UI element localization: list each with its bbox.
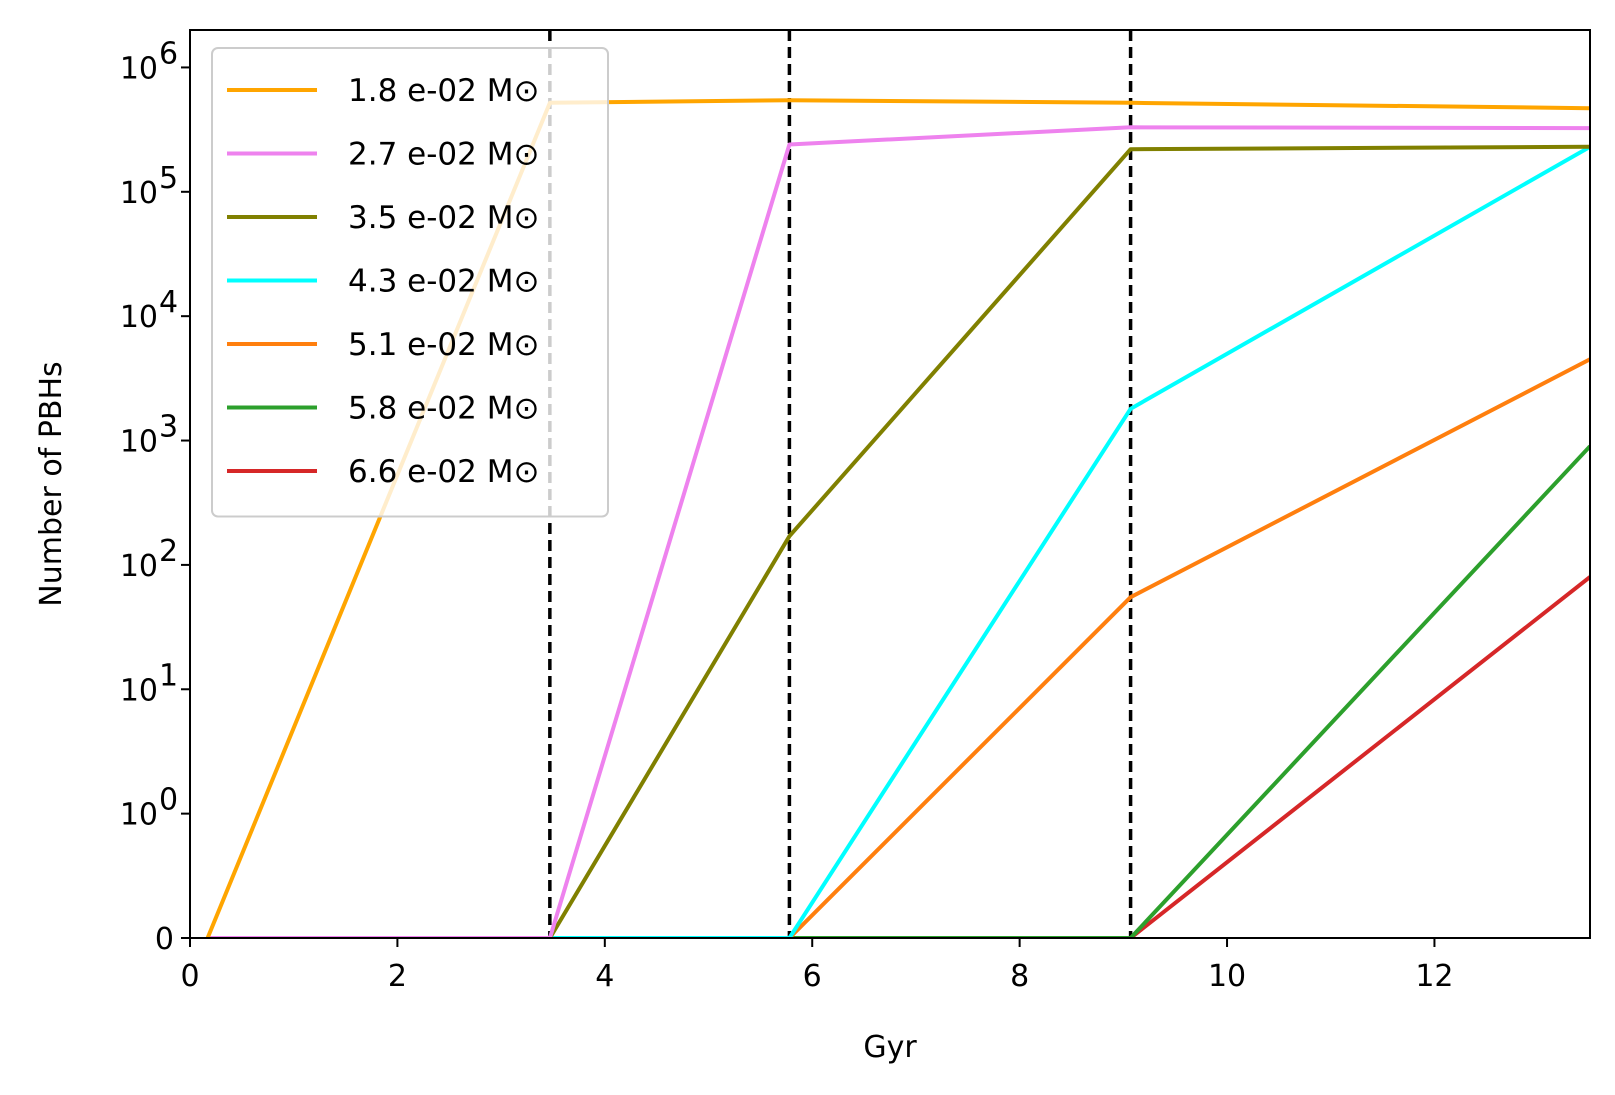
legend-label: 4.3 e-02 M⊙ [348,264,539,300]
legend-item: 6.6 e-02 M⊙ [227,454,539,490]
legend-label: 2.7 e-02 M⊙ [348,137,539,173]
legend-label: 5.8 e-02 M⊙ [348,391,539,427]
x-axis-label: Gyr [863,1030,917,1065]
series-line [207,144,1590,938]
vertical-marker-lines [548,30,1133,938]
legend-item: 3.5 e-02 M⊙ [227,200,539,236]
y-tick-exponent: 4 [159,285,178,320]
y-tick-exponent: 1 [159,658,178,693]
legend-item: 1.8 e-02 M⊙ [227,73,539,109]
legend-label: 6.6 e-02 M⊙ [348,454,539,490]
x-tick-label: 10 [1208,959,1246,994]
x-axis-ticks: 0 2 4 6 8 10 12 [180,938,1454,994]
y-tick-label: 10 [120,176,158,211]
y-tick-label: 10 [120,549,158,584]
y-axis-label: Number of PBHs [34,361,69,606]
x-tick-label: 8 [1010,959,1029,994]
y-tick-label: 10 [120,673,158,708]
y-tick-exponent: 2 [159,534,178,569]
x-tick-label: 12 [1415,959,1453,994]
legend-label: 3.5 e-02 M⊙ [348,200,539,236]
legend: 1.8 e-02 M⊙ 2.7 e-02 M⊙ 3.5 e-02 M⊙ 4.3 e-0… [211,47,609,518]
x-tick-label: 4 [595,959,614,994]
y-tick-label: 10 [120,798,158,833]
y-tick-exponent: 0 [159,783,178,818]
y-tick-label: 10 [120,425,158,460]
legend-label: 5.1 e-02 M⊙ [348,327,539,363]
axes-frame [189,29,1591,939]
legend-item: 4.3 e-02 M⊙ [227,264,539,300]
legend-item: 5.8 e-02 M⊙ [227,391,539,427]
y-tick-label: 0 [155,922,174,957]
y-tick-label: 10 [120,300,158,335]
series-line [207,145,1590,938]
legend-item: 2.7 e-02 M⊙ [227,137,539,173]
x-tick-label: 2 [388,959,407,994]
y-tick-exponent: 5 [159,161,178,196]
x-tick-label: 6 [803,959,822,994]
y-tick-label: 10 [120,51,158,86]
series-line [207,357,1590,938]
y-tick-exponent: 6 [159,36,178,71]
series-line [207,125,1590,938]
series-line [207,444,1590,938]
series-line [207,575,1590,938]
legend-box [211,47,609,518]
y-tick-exponent: 3 [159,410,178,445]
legend-label: 1.8 e-02 M⊙ [348,73,539,109]
legend-item: 5.1 e-02 M⊙ [227,327,539,363]
x-tick-label: 0 [180,959,199,994]
